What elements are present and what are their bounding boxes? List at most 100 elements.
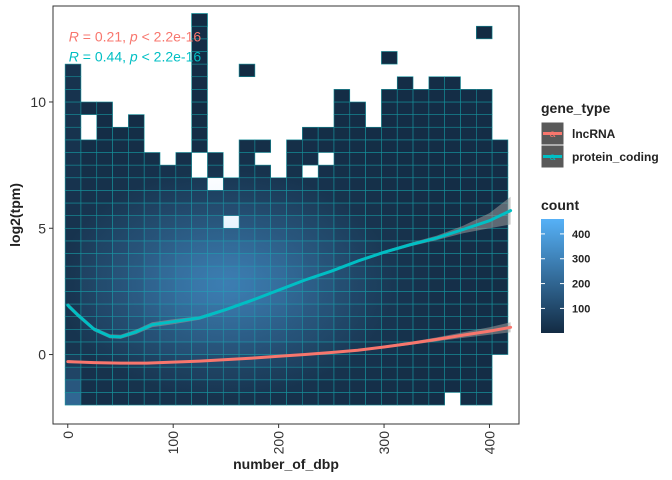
heatmap-bin bbox=[491, 291, 509, 305]
heatmap-bin bbox=[491, 164, 509, 179]
heatmap-bin bbox=[286, 139, 303, 153]
heatmap-bin bbox=[96, 114, 113, 128]
heatmap-bin bbox=[460, 126, 477, 141]
heatmap-bin bbox=[475, 101, 493, 115]
heatmap-bin bbox=[159, 392, 177, 406]
heatmap-bin bbox=[191, 13, 208, 27]
heatmap-bin bbox=[475, 25, 493, 40]
heatmap-bin bbox=[475, 278, 493, 292]
heatmap-bin bbox=[365, 152, 382, 166]
heatmap-bin bbox=[475, 392, 493, 406]
heatmap-bin bbox=[381, 51, 398, 65]
heatmap-bin bbox=[333, 139, 351, 153]
heatmap-bin bbox=[80, 164, 98, 179]
heatmap-bin bbox=[475, 265, 493, 280]
heatmap-bin bbox=[349, 190, 366, 204]
heatmap-bin bbox=[191, 114, 208, 128]
heatmap-bin bbox=[491, 278, 509, 292]
annotation-p-symbol: p bbox=[129, 28, 138, 44]
heatmap-bin bbox=[80, 152, 98, 166]
heatmap-bin bbox=[191, 76, 208, 90]
heatmap-bin bbox=[412, 379, 430, 393]
heatmap-bin bbox=[460, 265, 477, 280]
heatmap-bin bbox=[317, 392, 335, 406]
heatmap-bin bbox=[412, 316, 430, 330]
legend-gene-type-title: gene_type bbox=[541, 100, 610, 116]
heatmap-bin bbox=[460, 291, 477, 305]
heatmap-bin bbox=[444, 316, 461, 330]
heatmap-bin bbox=[491, 139, 509, 153]
y-axis-title: log2(tpm) bbox=[7, 183, 23, 247]
heatmap-bin bbox=[80, 190, 98, 204]
heatmap-bin bbox=[333, 164, 351, 179]
heatmap-bin bbox=[112, 126, 129, 141]
heatmap-bin bbox=[396, 291, 414, 305]
heatmap-bin bbox=[128, 114, 145, 128]
heatmap-bin bbox=[460, 190, 477, 204]
heatmap-bin bbox=[396, 89, 414, 103]
heatmap-bin bbox=[64, 89, 82, 103]
annotation-r-part: = 0.21, bbox=[79, 28, 130, 44]
heatmap-bin bbox=[428, 202, 445, 216]
heatmap-bin bbox=[460, 316, 477, 330]
heatmap-bin bbox=[412, 366, 430, 381]
heatmap-bin bbox=[396, 303, 414, 317]
heatmap-bin bbox=[428, 253, 445, 267]
heatmap-bin bbox=[349, 392, 366, 406]
heatmap-bin bbox=[381, 101, 398, 115]
heatmap-bin bbox=[444, 366, 461, 381]
heatmap-bin bbox=[491, 177, 509, 191]
heatmap-bin bbox=[302, 126, 319, 141]
heatmap-bin bbox=[428, 366, 445, 381]
heatmap-bin bbox=[191, 139, 208, 153]
heatmap-bin bbox=[80, 101, 98, 115]
heatmap-bin bbox=[428, 152, 445, 166]
heatmap-bin bbox=[444, 265, 461, 280]
heatmap-bin bbox=[80, 177, 98, 191]
heatmap-bin bbox=[444, 139, 461, 153]
heatmap-bin bbox=[96, 152, 113, 166]
heatmap-bin bbox=[333, 392, 351, 406]
x-axis-title: number_of_dbp bbox=[233, 456, 339, 472]
heatmap-bin bbox=[460, 278, 477, 292]
heatmap-bin bbox=[64, 392, 82, 406]
heatmap-bin bbox=[396, 366, 414, 381]
heatmap-bin bbox=[428, 291, 445, 305]
heatmap-bin bbox=[286, 392, 303, 406]
legend-gene-type: gene_type a lncRNA a protein_coding bbox=[540, 100, 659, 169]
heatmap-bin bbox=[96, 101, 113, 115]
heatmap-bin bbox=[491, 253, 509, 267]
smooth-lines bbox=[66, 196, 513, 365]
heatmap-bin bbox=[64, 190, 82, 204]
legend-item-label: lncRNA bbox=[572, 127, 616, 141]
heatmap-bin bbox=[412, 392, 430, 406]
heatmap-bin bbox=[286, 164, 303, 179]
heatmap-bin bbox=[64, 114, 82, 128]
correlation-annotations: R = 0.21, p < 2.2e-16R = 0.44, p < 2.2e-… bbox=[69, 28, 202, 64]
legend-item-label: protein_coding bbox=[572, 150, 659, 164]
heatmap-bin bbox=[460, 354, 477, 368]
heatmap-bin bbox=[475, 89, 493, 103]
correlation-annotation: R = 0.21, p < 2.2e-16 bbox=[69, 28, 202, 44]
annotation-r-part: = 0.44, bbox=[79, 49, 130, 65]
heatmap-bin bbox=[444, 291, 461, 305]
heatmap-bin bbox=[64, 164, 82, 179]
heatmap-bin bbox=[191, 63, 208, 78]
heatmap-bin bbox=[444, 354, 461, 368]
heatmap-bin bbox=[491, 227, 509, 242]
smooth-line-protein_coding bbox=[66, 209, 513, 339]
heatmap-bin bbox=[460, 366, 477, 381]
heatmap-bin bbox=[475, 152, 493, 166]
heatmap-bin bbox=[460, 177, 477, 191]
heatmap-bin bbox=[444, 126, 461, 141]
heatmap-bin bbox=[96, 164, 113, 179]
heatmap-bin bbox=[365, 190, 382, 204]
heatmap-bin bbox=[317, 177, 335, 191]
annotation-r-symbol: R bbox=[69, 49, 79, 65]
x-axis: 0 100 200 300 400 bbox=[60, 424, 498, 454]
heatmap-bin bbox=[381, 190, 398, 204]
heatmap-bin bbox=[333, 126, 351, 141]
heatmap-bin bbox=[112, 379, 129, 393]
heatmap-bin bbox=[396, 101, 414, 115]
heatmap-bin bbox=[112, 177, 129, 191]
